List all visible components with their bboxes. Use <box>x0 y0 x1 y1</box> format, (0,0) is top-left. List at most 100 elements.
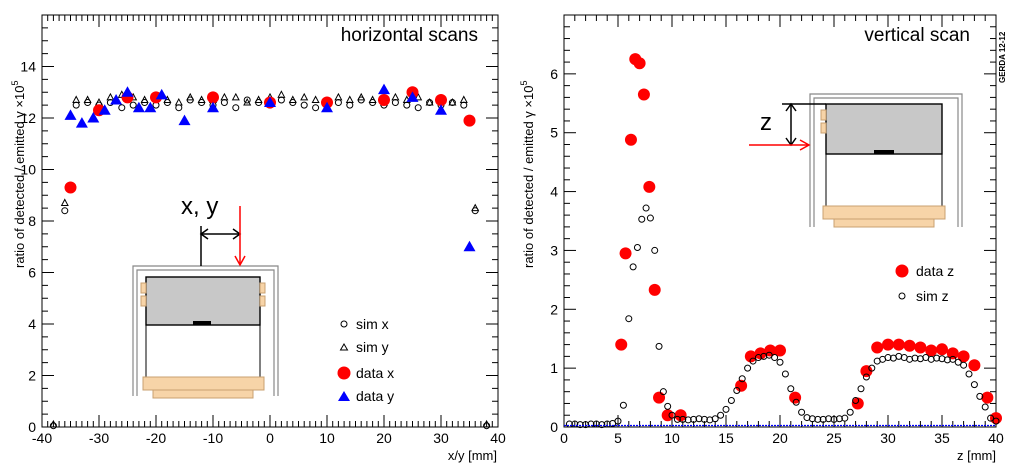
x-tick-label: 40 <box>490 430 506 446</box>
sim-y-point <box>83 95 92 103</box>
data-z-point <box>925 344 938 357</box>
sim-z-point <box>943 356 951 364</box>
sim-y-point <box>448 97 457 106</box>
data-z-point <box>851 397 864 410</box>
y-tick-label: 2 <box>28 368 36 384</box>
right-holder-inner <box>813 97 959 227</box>
legend-data-y-label: data y <box>356 388 394 404</box>
right-y-axis-label-exponent: 5 <box>519 81 529 86</box>
sim-z-point <box>646 214 654 222</box>
sim-z-point <box>565 420 573 428</box>
data-z-point <box>661 409 674 422</box>
right-crystal <box>825 103 943 155</box>
sim-z-point <box>695 415 703 423</box>
sim-z-point <box>629 263 637 271</box>
sim-z-point <box>582 421 590 429</box>
sim-z-point <box>717 411 725 419</box>
sim-x-point <box>277 96 285 104</box>
x-tick-label: 25 <box>826 430 842 446</box>
y-tick-label: 1 <box>550 360 558 376</box>
left-contact <box>193 321 211 325</box>
sim-y-point <box>163 95 172 103</box>
left-legend: sim x sim y data x data y <box>337 316 394 404</box>
data-z-point <box>619 247 632 260</box>
data-z-point <box>648 283 661 296</box>
right-clip-1 <box>820 109 827 121</box>
left-data-marks <box>49 83 491 430</box>
legend-data-x-label: data x <box>356 365 394 381</box>
x-tick-label: -10 <box>203 430 223 446</box>
sim-z-point <box>700 415 708 423</box>
sim-y-point <box>357 92 366 101</box>
y-tick-label: 4 <box>550 184 558 200</box>
data-y-point <box>132 101 145 113</box>
right-base-inner <box>833 218 935 228</box>
right-data-marks <box>564 53 1002 429</box>
sim-z-point <box>884 354 892 362</box>
data-z-point <box>633 57 646 70</box>
x-tick-label: -40 <box>32 430 52 446</box>
sim-y-point <box>288 95 297 103</box>
left-tick-labels: -40 -30 -20 -10 0 10 20 30 40 0 2 4 6 8 10 12 14 <box>20 59 506 447</box>
sim-x-point <box>414 104 422 112</box>
data-y-point <box>75 117 88 128</box>
sim-z-point <box>814 415 822 423</box>
sim-z-point <box>659 388 667 396</box>
left-inset-label: x, y <box>181 193 218 220</box>
x-tick-label: -20 <box>146 430 166 446</box>
x-tick-label: 15 <box>718 430 734 446</box>
x-tick-label: 30 <box>880 430 896 446</box>
left-plot-frame <box>41 14 499 428</box>
sim-x-point <box>300 101 308 109</box>
sim-z-point <box>976 392 984 400</box>
sim-z-point <box>830 415 838 423</box>
right-clip-2 <box>820 122 827 134</box>
right-title: vertical scan <box>864 25 970 46</box>
sim-x-point <box>118 104 126 112</box>
sim-y-point <box>311 95 320 103</box>
sim-z-point <box>781 370 789 378</box>
sim-z-point <box>722 405 730 413</box>
data-z-point <box>882 338 894 351</box>
sim-z-point <box>862 373 870 381</box>
sim-y-point <box>106 92 115 101</box>
sim-y-point <box>368 95 377 103</box>
data-z-point <box>914 341 927 354</box>
sim-x-point <box>220 99 228 107</box>
sim-z-point <box>868 364 876 372</box>
data-y-point <box>155 88 168 100</box>
sim-x-point <box>243 96 251 104</box>
data-z-point <box>860 365 873 378</box>
sim-z-point <box>690 415 698 423</box>
legend-sim-y-label: sim y <box>356 339 389 355</box>
data-y-point <box>144 101 157 113</box>
legend-data-y-marker <box>338 391 350 401</box>
sim-y-point <box>49 419 58 428</box>
left-base-outer <box>142 376 265 391</box>
legend-data-z-label: data z <box>916 263 954 279</box>
x-tick-label: 0 <box>266 430 274 446</box>
sim-z-point <box>744 364 752 372</box>
sim-x-point <box>72 101 80 109</box>
data-y-point <box>435 104 447 115</box>
data-y-point <box>64 109 77 120</box>
data-y-point <box>87 112 100 123</box>
y-tick-label: 0 <box>28 419 36 435</box>
x-tick-label: 35 <box>934 430 950 446</box>
sim-x-point <box>460 101 468 109</box>
sim-z-point <box>981 403 989 411</box>
legend-sim-y-marker <box>339 343 349 351</box>
sim-z-point <box>819 415 827 423</box>
data-z-point <box>764 344 777 357</box>
sim-z-point <box>576 421 584 429</box>
legend-sim-x-label: sim x <box>356 316 389 332</box>
horizontal-scans-panel: horizontal scans -40 -30 -20 -10 0 10 20 30 40 0 2… <box>10 14 506 463</box>
sim-z-point <box>841 414 849 422</box>
sim-y-point <box>334 92 343 101</box>
data-x-point <box>435 93 447 106</box>
sim-z-point <box>684 416 692 424</box>
sim-z-point <box>749 357 757 365</box>
sim-x-point <box>175 104 183 112</box>
x-tick-label: 0 <box>560 430 568 446</box>
y-tick-label: 6 <box>550 66 558 82</box>
